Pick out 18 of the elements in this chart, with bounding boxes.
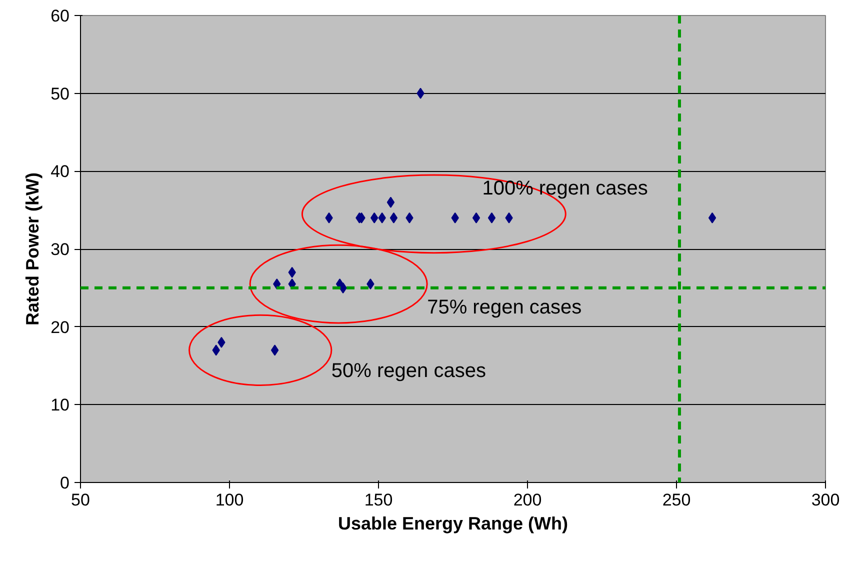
x-tick-label: 300 <box>811 490 840 510</box>
x-tick-label: 250 <box>662 490 691 510</box>
y-tick-label: 40 <box>50 162 70 182</box>
annotation: 50% regen cases <box>331 360 486 382</box>
x-tick-label: 100 <box>215 490 244 510</box>
x-tick-label: 50 <box>71 490 90 510</box>
annotation: 75% regen cases <box>427 296 582 318</box>
x-axis-title: Usable Energy Range (Wh) <box>338 514 568 534</box>
x-tick-label: 150 <box>364 490 393 510</box>
y-tick-label: 10 <box>50 396 70 415</box>
y-tick-label: 50 <box>50 84 70 104</box>
y-tick-label: 20 <box>50 318 70 337</box>
y-tick-label: 30 <box>50 240 70 259</box>
x-tick-label: 200 <box>513 490 542 510</box>
annotation: 100% regen cases <box>482 177 648 200</box>
y-axis-title: Rated Power (kW) <box>22 172 43 326</box>
y-tick-label: 60 <box>50 6 70 26</box>
y-tick-label: 0 <box>60 474 70 492</box>
